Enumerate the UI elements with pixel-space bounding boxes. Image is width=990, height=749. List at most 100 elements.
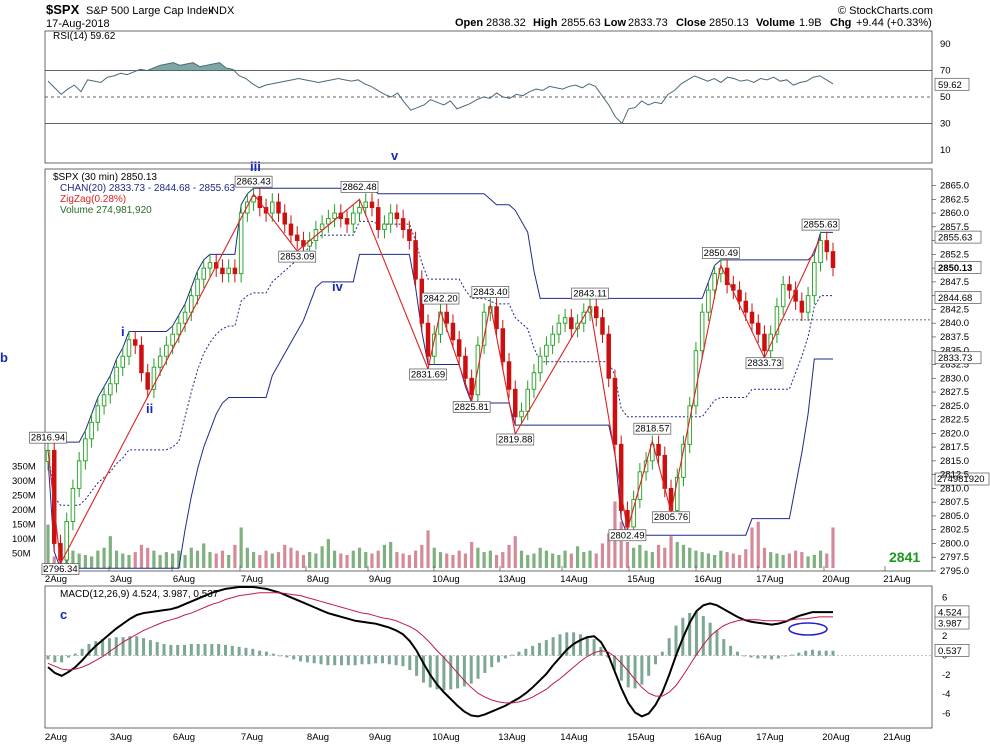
macd-histogram-bar [278, 655, 282, 657]
price-tick-2817.5: 2817.5 [940, 442, 969, 453]
macd-histogram-bar [647, 655, 651, 676]
macd-histogram-bar [46, 655, 50, 660]
volume-bar [713, 554, 717, 568]
candle-body [76, 460, 82, 489]
candle-body [824, 240, 830, 253]
pivot-label: 2843.11 [573, 289, 607, 300]
candle-body [425, 322, 431, 357]
candle-body [805, 295, 811, 313]
macd-histogram-bar [770, 655, 774, 660]
channel-lower-line [47, 253, 833, 569]
rsi-legend: RSI(14) 59.62 [53, 31, 116, 42]
volume-bar [806, 556, 810, 568]
macd-histogram-bar [456, 655, 460, 689]
signal-line [47, 592, 833, 704]
volume-bar [52, 556, 56, 568]
volume-bar [413, 550, 418, 568]
wave-label-v: v [391, 148, 399, 163]
macd-histogram-bar [701, 615, 705, 656]
volume-tick-250M: 250M [12, 491, 36, 502]
candle-body [394, 212, 400, 220]
macd-tick-6: 6 [942, 593, 947, 604]
x-label-bottom-2Aug: 2Aug [45, 732, 67, 743]
price-tick-2807.5: 2807.5 [940, 497, 969, 508]
volume-bar [787, 553, 791, 568]
volume-bar [507, 544, 511, 568]
price-tag: 2844.68 [938, 293, 972, 304]
macd-tick--6: -6 [942, 709, 950, 720]
macd-histogram-bar [53, 655, 57, 663]
macd-histogram-bar [469, 655, 473, 684]
macd-histogram-bar [415, 655, 419, 676]
price-tick-2865.0: 2865.0 [940, 181, 969, 192]
candle-body [618, 443, 624, 511]
macd-histogram-bar [258, 650, 262, 656]
candle-body [326, 218, 331, 225]
candle-body [276, 201, 281, 214]
macd-histogram-bar [264, 651, 268, 656]
volume-tick-300M: 300M [12, 476, 36, 487]
candle-body [108, 383, 113, 396]
price-tick-2805.0: 2805.0 [940, 511, 969, 522]
candle-body [70, 487, 76, 522]
candle-body [232, 267, 238, 275]
candle-body [650, 443, 655, 462]
candle-body [699, 311, 705, 352]
macd-line [47, 585, 833, 718]
volume-bar [301, 554, 306, 568]
volume-bar [538, 547, 542, 568]
x-label-17Aug: 17Aug [756, 574, 783, 585]
volume-bar [127, 554, 131, 568]
candle-body [550, 333, 555, 346]
candle-body [176, 322, 182, 335]
pivot-label: 2863.43 [236, 177, 270, 188]
x-label-10Aug: 10Aug [432, 574, 459, 585]
macd-histogram-bar [811, 649, 815, 656]
macd-histogram-bar [667, 638, 671, 656]
candle-body [83, 438, 88, 462]
price-tag: 2850.13 [938, 263, 972, 274]
macd-histogram-bar [674, 625, 678, 656]
pivot-label-box [452, 400, 491, 413]
price-tag: 2855.63 [938, 233, 972, 244]
macd-histogram-bar [797, 652, 801, 656]
volume-bar [258, 554, 262, 568]
volume-bar [681, 544, 686, 568]
pivot-label-box [745, 357, 784, 370]
macd-histogram-bar [148, 640, 152, 656]
channel-legend: CHAN(20) 2833.73 - 2844.68 - 2855.63 [60, 183, 236, 194]
volume-bar [800, 552, 804, 568]
volume-bar [831, 527, 835, 568]
macd-histogram-bar [251, 648, 255, 656]
volume-bar [264, 550, 268, 568]
candle-body [319, 223, 325, 231]
pivot-label-box [633, 422, 672, 435]
volume-bar [519, 550, 524, 568]
macd-histogram-bar [831, 650, 835, 656]
macd-histogram-bar [544, 640, 548, 656]
price-tick-2842.5: 2842.5 [940, 304, 969, 315]
x-label-8Aug: 8Aug [307, 574, 329, 585]
macd-tick--4: -4 [942, 689, 950, 700]
candle-body [139, 344, 144, 374]
pivot-label-box [471, 286, 510, 298]
volume-bar [295, 550, 299, 568]
volume-bar [46, 524, 50, 568]
x-label-bottom-15Aug: 15Aug [627, 732, 654, 743]
pivot-label: 2816.94 [31, 433, 65, 444]
price-tick-2800.0: 2800.0 [940, 538, 969, 549]
volume-bar [781, 554, 785, 568]
volume-bar [513, 536, 517, 568]
macd-histogram-bar [824, 650, 828, 656]
x-label-14Aug: 14Aug [560, 574, 587, 585]
candle-body [706, 289, 711, 313]
macd-histogram-bar [804, 650, 808, 656]
volume-bar [208, 552, 212, 568]
candle-body [351, 212, 356, 225]
price-tick-2820.0: 2820.0 [940, 428, 969, 439]
volume-bar [501, 552, 505, 568]
macd-value-tag [934, 644, 970, 657]
macd-histogram-bar [763, 655, 767, 659]
rsi-tick-50: 50 [940, 92, 951, 103]
volume-bar [594, 553, 598, 568]
